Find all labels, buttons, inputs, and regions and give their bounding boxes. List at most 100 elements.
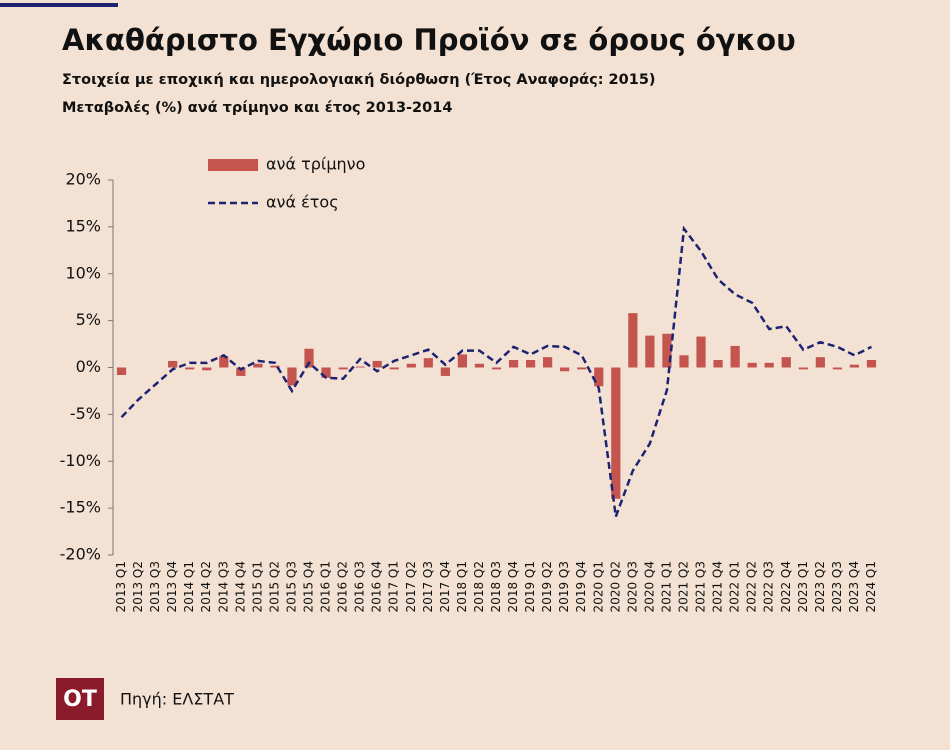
bar (270, 365, 280, 368)
x-tick-label: 2018 Q2 (472, 561, 486, 612)
x-tick-label: 2022 Q2 (745, 561, 759, 612)
bar (253, 363, 263, 368)
x-tick-label: 2016 Q3 (353, 561, 367, 612)
x-tick-label: 2020 Q4 (642, 561, 656, 612)
bar (406, 363, 416, 368)
bar (525, 360, 536, 368)
y-tick-label: 10% (65, 263, 101, 282)
bar (338, 367, 348, 370)
logo-text: OT (63, 687, 97, 712)
x-tick-label: 2020 Q2 (608, 561, 622, 612)
bar (628, 313, 638, 368)
legend-label: ανά τρίμηνο (266, 155, 365, 174)
x-tick-label: 2017 Q1 (387, 561, 401, 612)
x-tick-label: 2017 Q4 (438, 561, 452, 612)
bar (116, 367, 127, 375)
x-tick-label: 2016 Q1 (319, 561, 333, 612)
bar (713, 360, 723, 368)
bar (696, 336, 706, 368)
subtitle: Στοιχεία με εποχική και ημερολογιακή διό… (62, 72, 656, 88)
bar (389, 367, 399, 370)
bar (219, 356, 229, 368)
x-tick-label: 2018 Q1 (455, 561, 469, 612)
x-tick-label: 2023 Q2 (813, 561, 827, 612)
x-tick-label: 2022 Q4 (779, 561, 793, 612)
x-tick-label: 2022 Q1 (728, 561, 742, 612)
logo (56, 678, 104, 720)
x-tick-label: 2017 Q3 (421, 561, 435, 612)
bar (202, 367, 212, 371)
subtitle: Μεταβολές (%) ανά τρίμηνο και έτος 2013-… (62, 100, 452, 116)
x-tick-label: 2013 Q3 (148, 561, 162, 612)
bar (185, 367, 195, 370)
x-tick-label: 2014 Q4 (233, 561, 247, 612)
bar (611, 367, 621, 499)
bar (457, 354, 468, 368)
x-tick-label: 2013 Q1 (114, 561, 128, 612)
bar (798, 367, 808, 370)
bar (474, 363, 485, 368)
y-tick-label: -5% (70, 404, 101, 423)
bar (440, 367, 450, 376)
x-tick-label: 2019 Q4 (574, 561, 588, 612)
bar (849, 364, 860, 368)
x-tick-label: 2015 Q4 (302, 561, 316, 612)
x-tick-label: 2014 Q2 (199, 561, 213, 612)
x-tick-label: 2015 Q2 (267, 561, 281, 612)
chart-title: Ακαθάριστο Εγχώριο Προϊόν σε όρους όγκου (62, 23, 796, 57)
x-tick-label: 2021 Q1 (659, 561, 673, 612)
x-tick-label: 2023 Q1 (796, 561, 810, 612)
x-tick-label: 2023 Q4 (847, 561, 861, 612)
bar (236, 367, 246, 376)
y-tick-label: 0% (76, 357, 101, 376)
bar (832, 367, 842, 370)
x-tick-label: 2022 Q3 (762, 561, 776, 612)
bar (781, 357, 791, 368)
x-tick-label: 2015 Q3 (284, 561, 298, 612)
bar (423, 358, 433, 368)
bar (372, 360, 382, 368)
x-tick-label: 2013 Q4 (165, 561, 179, 612)
source: Πηγή: ΕΛΣΤΑΤ (120, 690, 234, 709)
accent-bar (0, 3, 118, 7)
x-tick-label: 2020 Q3 (625, 561, 639, 612)
x-tick-label: 2014 Q1 (182, 561, 196, 612)
bar (508, 360, 519, 368)
y-tick-label: 15% (65, 216, 101, 235)
y-tick-label: 5% (76, 310, 101, 329)
bar (355, 366, 365, 368)
x-tick-label: 2023 Q3 (830, 561, 844, 612)
legend-label: ανά έτος (266, 193, 339, 212)
x-tick-label: 2018 Q3 (489, 561, 503, 612)
x-tick-label: 2019 Q3 (557, 561, 571, 612)
x-tick-label: 2021 Q2 (676, 561, 690, 612)
x-tick-label: 2017 Q2 (404, 561, 418, 612)
bar (543, 357, 553, 368)
legend-swatch (208, 159, 258, 171)
x-tick-label: 2015 Q1 (250, 561, 264, 612)
x-tick-label: 2018 Q4 (506, 561, 520, 612)
x-tick-label: 2019 Q1 (523, 561, 537, 612)
bar (168, 360, 178, 368)
bar (304, 348, 314, 368)
x-tick-label: 2021 Q3 (694, 561, 708, 612)
x-tick-label: 2016 Q2 (336, 561, 350, 612)
x-tick-label: 2021 Q4 (711, 561, 725, 612)
x-tick-label: 2016 Q4 (370, 561, 384, 612)
bar (747, 362, 757, 368)
bar (594, 367, 604, 387)
bar (679, 355, 689, 368)
bar (645, 335, 655, 368)
bar (321, 367, 331, 378)
x-tick-label: 2013 Q2 (131, 561, 145, 612)
bar (866, 360, 877, 368)
y-tick-label: -20% (60, 545, 101, 564)
bar (577, 367, 587, 370)
line (120, 225, 873, 517)
x-tick-label: 2019 Q2 (540, 561, 554, 612)
y-tick-label: -10% (60, 451, 101, 470)
y-tick-label: -15% (60, 498, 101, 517)
bar (815, 357, 825, 368)
